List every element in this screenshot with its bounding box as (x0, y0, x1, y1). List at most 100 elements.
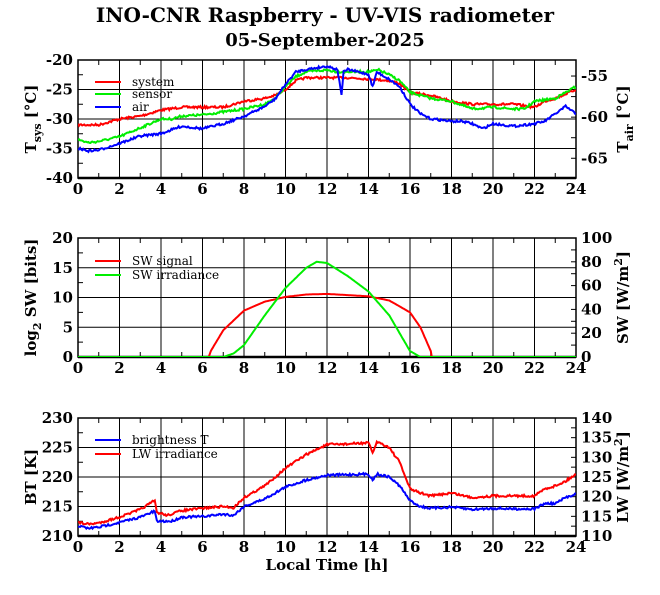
y-right-tick-label: 115 (581, 507, 612, 525)
y-left-axis-label-sub: sys (31, 123, 44, 142)
y-right-axis-label: Tair [°C] (614, 85, 636, 152)
series-line-sw-irradiance (78, 260, 576, 357)
x-tick-label: 8 (239, 180, 249, 198)
x-tick-label: 0 (73, 538, 83, 556)
x-tick-label: 0 (73, 180, 83, 198)
y-left-tick-label: -25 (46, 81, 73, 99)
x-tick-label: 16 (400, 538, 421, 556)
x-tick-label: 20 (483, 538, 504, 556)
x-tick-label: 4 (156, 359, 166, 377)
y-right-tick-label: -55 (581, 67, 608, 85)
y-right-tick-label: 100 (581, 229, 612, 247)
x-tick-label: 12 (317, 359, 338, 377)
series-line-brightness-t (78, 471, 576, 531)
chart-panel-3: 0 2 4 6 8 10 12 14 16 18 20 22 242102152202252301101… (22, 409, 632, 574)
y-right-tick-label: 140 (581, 409, 612, 427)
y-left-tick-label: 225 (42, 439, 73, 457)
y-right-tick-label: 130 (581, 448, 612, 466)
y-left-tick-label: 230 (42, 409, 73, 427)
x-tick-label: 10 (275, 180, 296, 198)
x-tick-label: 6 (197, 180, 207, 198)
x-tick-label: 4 (156, 538, 166, 556)
x-tick-label: 24 (566, 538, 587, 556)
y-right-axis-label-rest: ] (614, 251, 632, 258)
y-left-axis-label-sub: 2 (31, 323, 44, 331)
y-left-tick-label: -20 (46, 51, 73, 69)
y-right-axis-label: LW [W/m2] (612, 431, 632, 523)
x-tick-label: 4 (156, 180, 166, 198)
y-right-tick-label: 120 (581, 488, 612, 506)
x-tick-label: 18 (441, 538, 462, 556)
y-right-tick-label: 60 (581, 277, 602, 295)
x-tick-label: 10 (275, 359, 296, 377)
y-right-tick-label: -60 (581, 108, 608, 126)
y-right-axis-label-sup: 2 (612, 438, 625, 446)
legend-label: sensor (132, 87, 172, 101)
x-tick-label: 18 (441, 359, 462, 377)
x-tick-label: 2 (114, 538, 124, 556)
y-left-tick-label: 5 (63, 318, 73, 336)
y-left-tick-label: -40 (46, 169, 73, 187)
x-tick-label: 0 (73, 359, 83, 377)
series-line-sw-signal (78, 292, 576, 357)
y-left-axis-label: Tsys [°C] (22, 85, 44, 154)
series-line-air (78, 64, 576, 154)
x-tick-label: 20 (483, 359, 504, 377)
figure-title: INO-CNR Raspberry - UV-VIS radiometer (96, 3, 555, 27)
x-tick-label: 8 (239, 359, 249, 377)
x-tick-label: 14 (358, 538, 379, 556)
y-left-axis-label-base: log (22, 330, 40, 357)
x-tick-label: 14 (358, 359, 379, 377)
x-tick-label: 10 (275, 538, 296, 556)
y-left-tick-label: 220 (42, 468, 73, 486)
y-left-tick-label: 0 (63, 348, 73, 366)
x-tick-label: 12 (317, 180, 338, 198)
y-left-axis-label: log2 SW [bits] (22, 239, 44, 357)
x-tick-label: 22 (524, 359, 545, 377)
legend-label: SW signal (132, 254, 193, 268)
x-tick-label: 22 (524, 538, 545, 556)
y-right-tick-label: 135 (581, 429, 612, 447)
y-right-tick-label: 0 (581, 348, 591, 366)
x-axis-label: Local Time [h] (266, 556, 389, 574)
figure-date: 05-September-2025 (225, 30, 424, 51)
x-tick-label: 2 (114, 180, 124, 198)
y-right-tick-label: 80 (581, 253, 602, 271)
y-right-axis-label-base: T (614, 141, 632, 153)
y-left-axis-label-base: BT [K] (22, 449, 40, 505)
x-tick-label: 6 (197, 538, 207, 556)
y-right-tick-label: 20 (581, 324, 602, 342)
series-line-sensor (78, 67, 576, 145)
x-tick-label: 24 (566, 359, 587, 377)
legend-label: LW irradiance (132, 447, 218, 461)
y-right-axis-label-sup: 2 (612, 258, 625, 266)
series-line-lw-irradiance (78, 439, 576, 526)
x-tick-label: 22 (524, 180, 545, 198)
y-right-tick-label: 40 (581, 300, 602, 318)
y-left-axis-label-base: T (22, 141, 40, 153)
y-right-tick-label: 110 (581, 527, 612, 545)
y-left-tick-label: 10 (52, 289, 73, 307)
x-tick-label: 2 (114, 359, 124, 377)
y-left-axis-label: BT [K] (22, 449, 40, 505)
x-tick-label: 16 (400, 180, 421, 198)
y-left-axis-label-rest: [°C] (22, 85, 40, 124)
x-tick-label: 12 (317, 538, 338, 556)
series-line-system (78, 74, 576, 128)
y-right-axis-label-rest: ] (614, 431, 632, 438)
chart-panel-2: 0 2 4 6 8 10 12 14 16 18 20 22 240510152002040608010… (22, 229, 632, 377)
x-tick-label: 16 (400, 359, 421, 377)
x-tick-label: 14 (358, 180, 379, 198)
y-right-axis-label-base: SW [W/m (614, 266, 632, 344)
x-tick-label: 8 (239, 538, 249, 556)
x-tick-label: 6 (197, 359, 207, 377)
y-right-axis-label: SW [W/m2] (612, 251, 632, 344)
y-left-tick-label: -35 (46, 140, 73, 158)
x-tick-label: 20 (483, 180, 504, 198)
y-left-axis-label-rest: SW [bits] (22, 239, 40, 323)
legend-label: system (132, 75, 175, 89)
chart-panel-1: 0 2 4 6 8 10 12 14 16 18 20 22 24-40-35-30-25-20-65-… (22, 51, 636, 198)
legend-label: SW irradiance (132, 268, 219, 282)
x-tick-label: 18 (441, 180, 462, 198)
